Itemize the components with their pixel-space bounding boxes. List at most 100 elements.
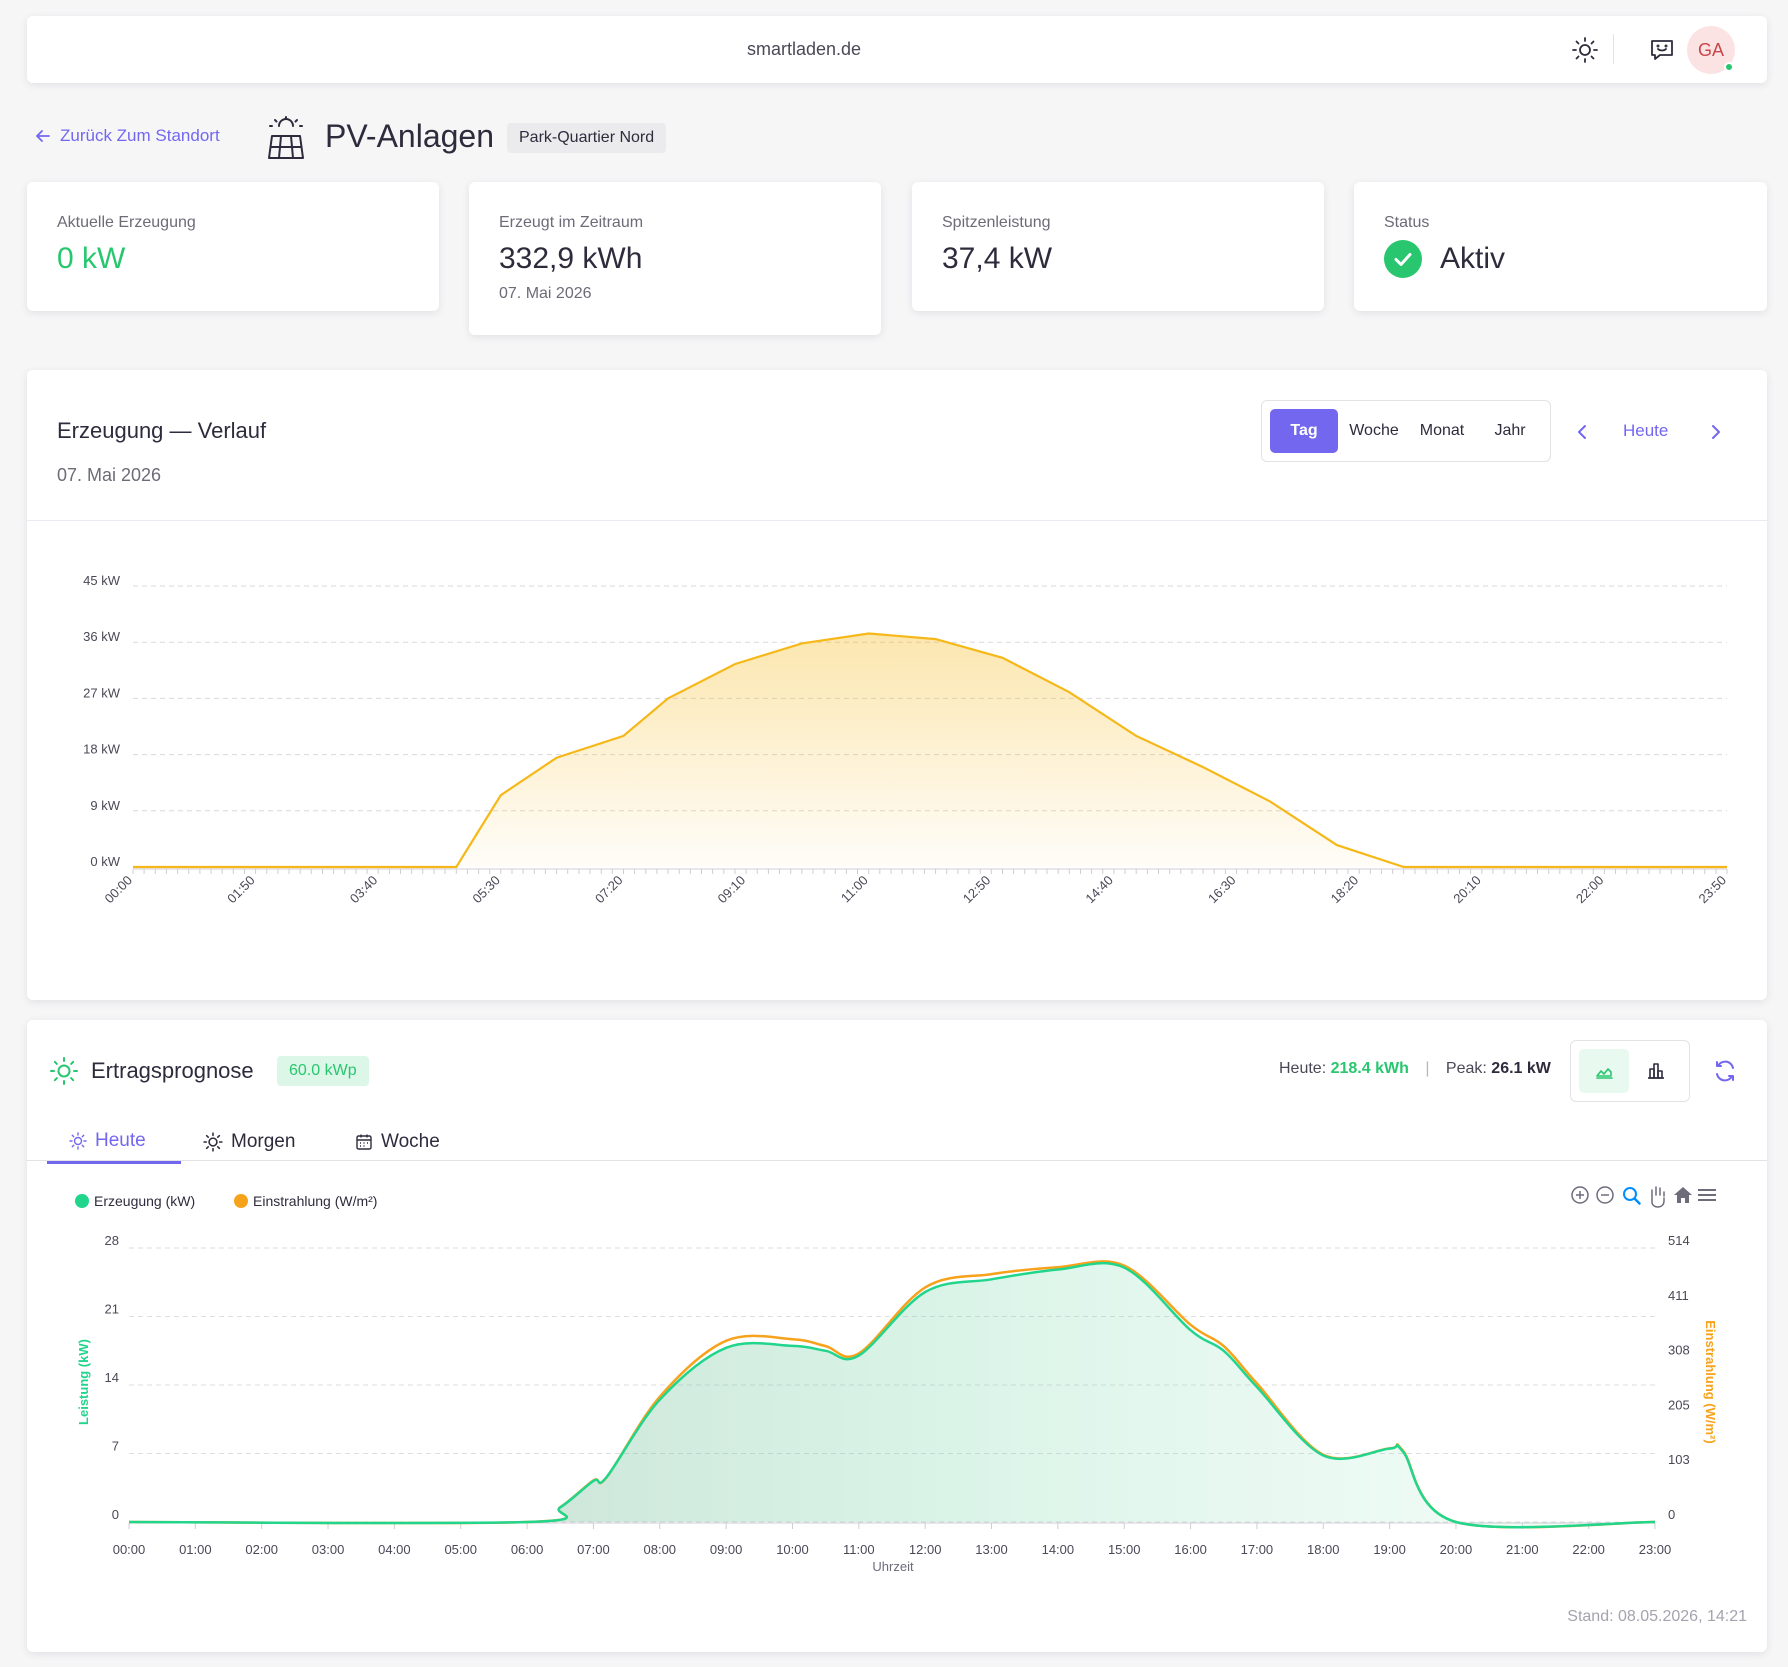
x-tick-label: 11:00 xyxy=(843,1542,875,1557)
y-right-tick-label: 103 xyxy=(1668,1452,1690,1467)
x-tick-label: 19:00 xyxy=(1373,1542,1406,1557)
y-right-tick-label: 205 xyxy=(1668,1397,1690,1412)
x-tick-label: 20:10 xyxy=(1450,873,1484,907)
x-tick-label: 12:50 xyxy=(960,873,994,907)
back-link-label: Zurück Zum Standort xyxy=(60,126,220,145)
toolbar-divider xyxy=(1613,34,1614,64)
range-week-button[interactable]: Woche xyxy=(1349,422,1399,439)
chart-legend: Erzeugung (kW) Einstrahlung (W/m²) xyxy=(75,1193,377,1209)
calendar-icon xyxy=(356,1134,372,1150)
kpi-label: Erzeugt im Zeitraum xyxy=(499,214,644,231)
sun-icon xyxy=(49,1056,79,1086)
x-tick-label: 14:00 xyxy=(1042,1542,1075,1557)
x-tick-label: 06:00 xyxy=(511,1542,544,1557)
tab-week[interactable]: Woche xyxy=(355,1120,440,1164)
x-tick-label: 03:00 xyxy=(312,1542,345,1557)
top-bar: smartladen.de GA xyxy=(27,16,1767,83)
y-tick-label: 36 kW xyxy=(83,629,121,644)
x-tick-label: 08:00 xyxy=(644,1542,677,1557)
x-tick-label: 17:00 xyxy=(1241,1542,1274,1557)
yield-forecast-card: Ertragsprognose 60.0 kWp Heute: 218.4 kW… xyxy=(27,1020,1767,1652)
legend-erzeugung[interactable]: Erzeugung (kW) xyxy=(94,1193,195,1209)
x-tick-label: 13:00 xyxy=(975,1542,1008,1557)
x-tick-label: 12:00 xyxy=(909,1542,942,1557)
refresh-icon[interactable] xyxy=(1712,1058,1738,1084)
kwp-badge: 60.0 kWp xyxy=(277,1056,369,1086)
erzeugung-line xyxy=(128,1261,1656,1529)
tabs-divider xyxy=(27,1160,1767,1161)
y-tick-label: 0 kW xyxy=(90,854,120,869)
kpi-value: 0 kW xyxy=(57,242,126,275)
x-tick-label: 21:00 xyxy=(1506,1542,1539,1557)
y-tick-label: 9 kW xyxy=(90,798,120,813)
legend-dot-einstrahlung xyxy=(234,1194,248,1208)
x-tick-label: 11:00 xyxy=(838,873,871,906)
page-title: PV-Anlagen xyxy=(325,118,495,154)
pan-hand-icon[interactable] xyxy=(1651,1186,1665,1208)
y-left-tick-label: 7 xyxy=(112,1439,119,1454)
y-left-tick-label: 14 xyxy=(105,1370,119,1385)
sun-icon xyxy=(203,1132,223,1152)
x-tick-label: 16:30 xyxy=(1205,873,1239,907)
x-tick-label: 22:00 xyxy=(1573,873,1607,907)
y-tick-label: 45 kW xyxy=(83,573,121,588)
data-timestamp: Stand: 08.05.2026, 14:21 xyxy=(1567,1608,1747,1625)
range-month-button[interactable]: Monat xyxy=(1419,422,1465,439)
y-left-tick-label: 28 xyxy=(105,1233,119,1248)
x-tick-label: 02:00 xyxy=(245,1542,278,1557)
chat-icon[interactable] xyxy=(1647,35,1677,65)
legend-dot-erzeugung xyxy=(75,1194,89,1208)
generation-history-card: Erzeugung — Verlauf 07. Mai 2026 Tag Woc… xyxy=(27,370,1767,1000)
x-tick-label: 01:50 xyxy=(224,873,258,907)
back-to-location-link[interactable]: Zurück Zum Standort xyxy=(34,126,220,146)
arrow-left-icon xyxy=(36,130,50,142)
range-year-button[interactable]: Jahr xyxy=(1494,422,1526,439)
x-tick-label: 14:40 xyxy=(1082,873,1116,907)
card-divider xyxy=(27,520,1767,521)
y-axis-title-right: Einstrahlung (W/m²) xyxy=(1703,1320,1718,1444)
x-tick-label: 09:10 xyxy=(715,873,749,907)
theme-toggle-sun-icon[interactable] xyxy=(1570,35,1600,65)
solar-panel-icon xyxy=(266,116,306,160)
x-axis-title: Uhrzeit xyxy=(872,1559,914,1574)
chart-menu-icon[interactable] xyxy=(1698,1189,1716,1201)
y-left-tick-label: 21 xyxy=(105,1302,119,1317)
today-prefix: Heute: xyxy=(1279,1060,1327,1077)
today-button[interactable]: Heute xyxy=(1623,421,1669,440)
chart-view-toggle xyxy=(1570,1040,1690,1102)
x-tick-label: 18:00 xyxy=(1307,1542,1340,1557)
area-chart-view-button[interactable] xyxy=(1579,1049,1629,1093)
x-tick-label: 00:00 xyxy=(102,873,136,907)
chevron-left-icon[interactable] xyxy=(1571,420,1595,444)
reset-zoom-home-icon[interactable] xyxy=(1674,1187,1692,1203)
range-tag-button[interactable]: Tag xyxy=(1270,409,1338,453)
tab-today[interactable]: Heute xyxy=(47,1120,181,1164)
kpi-value: 332,9 kWh xyxy=(499,242,643,275)
kpi-value: Aktiv xyxy=(1440,242,1506,275)
y-right-tick-label: 308 xyxy=(1668,1343,1690,1358)
y-right-tick-label: 411 xyxy=(1668,1288,1689,1303)
bar-chart-icon xyxy=(1648,1063,1664,1079)
tab-tomorrow[interactable]: Morgen xyxy=(203,1120,295,1164)
kpi-value: 37,4 kW xyxy=(942,242,1053,275)
kpi-generated-period: Erzeugt im Zeitraum 332,9 kWh 07. Mai 20… xyxy=(469,182,881,335)
avatar[interactable]: GA xyxy=(1687,26,1735,74)
range-selector: Tag Woche Monat Jahr xyxy=(1261,400,1551,462)
x-tick-label: 23:50 xyxy=(1696,873,1730,907)
y-right-tick-label: 0 xyxy=(1668,1507,1675,1522)
zoom-out-icon[interactable] xyxy=(1596,1186,1614,1204)
x-tick-label: 16:00 xyxy=(1174,1542,1207,1557)
kpi-label: Spitzenleistung xyxy=(942,214,1051,231)
online-status-dot xyxy=(1724,62,1734,72)
check-circle-icon xyxy=(1384,240,1422,278)
bar-chart-view-button[interactable] xyxy=(1631,1049,1681,1093)
x-tick-label: 05:00 xyxy=(444,1542,477,1557)
kpi-status: Status Aktiv xyxy=(1354,182,1767,311)
chevron-right-icon[interactable] xyxy=(1703,420,1727,444)
legend-einstrahlung[interactable]: Einstrahlung (W/m²) xyxy=(253,1193,377,1209)
zoom-in-icon[interactable] xyxy=(1571,1186,1589,1204)
x-tick-label: 23:00 xyxy=(1639,1542,1672,1557)
selection-zoom-icon[interactable] xyxy=(1623,1187,1641,1205)
location-badge: Park-Quartier Nord xyxy=(507,123,667,153)
forecast-title: Ertragsprognose xyxy=(91,1058,254,1083)
